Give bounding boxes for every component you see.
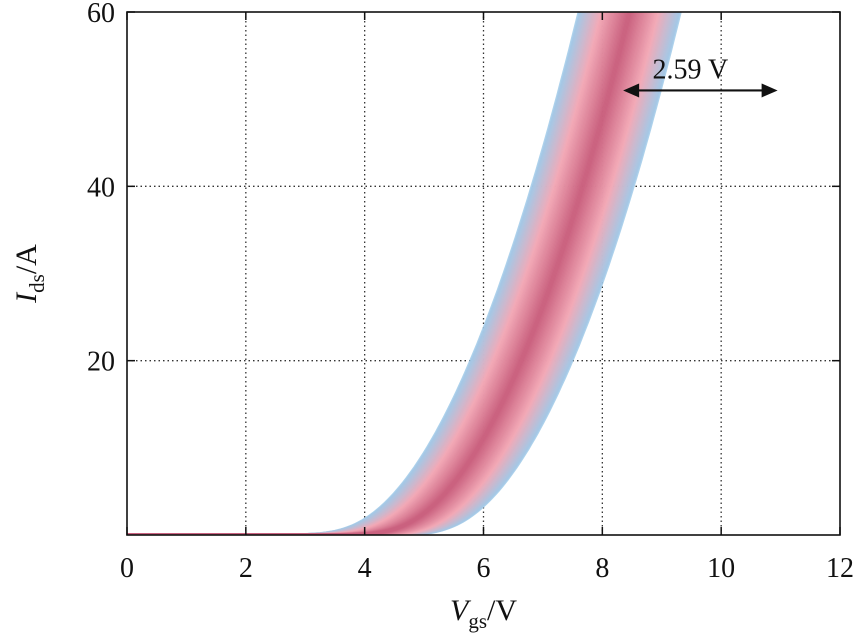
x-tick-label: 4 (358, 553, 372, 584)
curve-family (127, 12, 682, 535)
x-tick-label: 6 (477, 553, 491, 584)
x-tick-label: 10 (707, 553, 735, 584)
annotation-arrowhead-left (623, 83, 640, 98)
y-axis-title-unit: /A (10, 244, 43, 274)
axis-ticks: 0 2 4 6 8 10 12 20 40 60 (87, 0, 854, 584)
y-tick-label: 40 (87, 172, 115, 203)
x-axis-title: Vgs/V (450, 594, 517, 633)
transfer-curve (127, 12, 632, 535)
x-tick-label: 8 (595, 553, 609, 584)
x-axis-title-sub: gs (468, 609, 487, 633)
y-axis-title: Ids/A (10, 244, 49, 304)
y-tick-label: 20 (87, 347, 115, 378)
x-axis-title-main: V (450, 594, 472, 627)
y-axis-title-sub: ds (25, 274, 49, 293)
y-tick-label: 60 (87, 0, 115, 29)
x-tick-label: 12 (826, 553, 854, 584)
annotation-arrowhead-right (761, 83, 778, 98)
annotation-label: 2.59 V (653, 54, 729, 85)
x-tick-label: 0 (120, 553, 134, 584)
x-tick-label: 2 (239, 553, 253, 584)
annotation-group: 2.59 V (623, 54, 778, 98)
transfer-curve (127, 12, 631, 535)
x-axis-title-unit: /V (487, 594, 517, 627)
y-axis-title-main: I (10, 291, 43, 304)
